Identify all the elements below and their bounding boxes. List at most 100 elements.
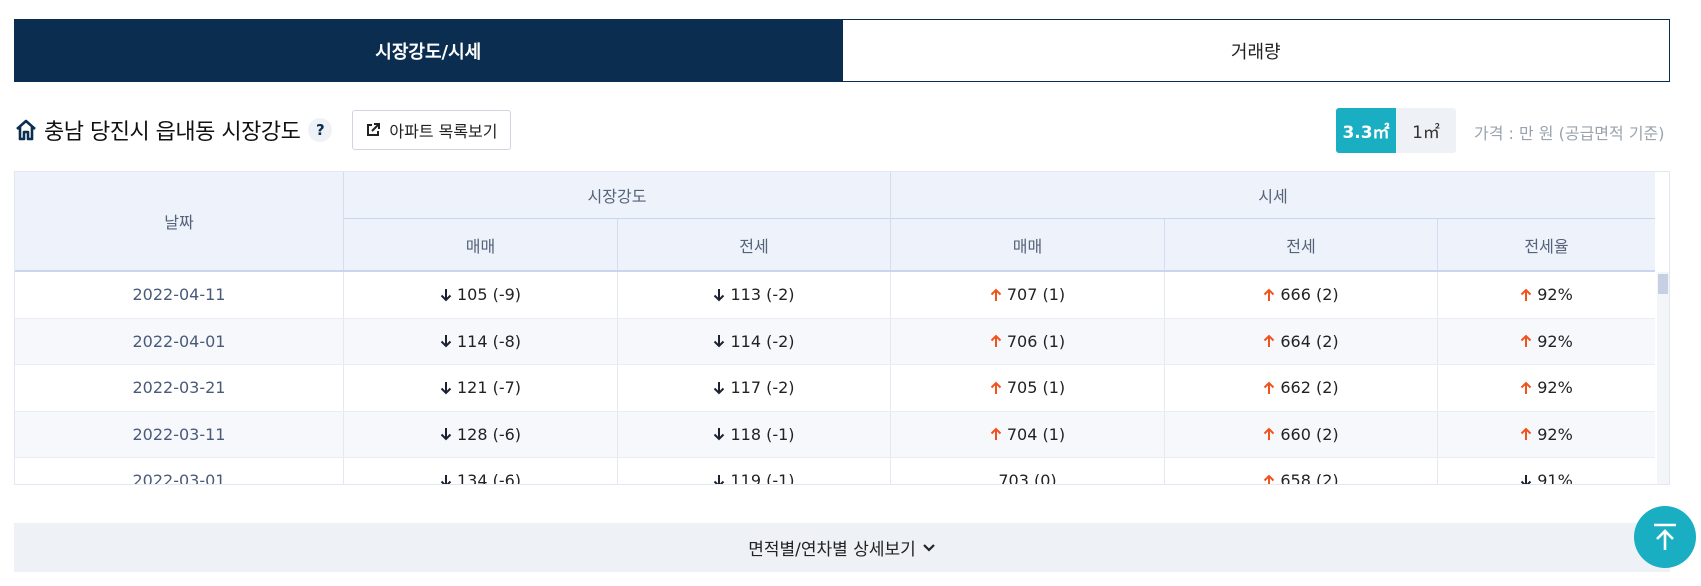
cell-strength-sale-value: 128 (-6) bbox=[456, 424, 522, 444]
arrow-down-icon bbox=[714, 428, 725, 441]
cell-strength-sale-value: 134 (-6) bbox=[456, 471, 522, 485]
cell-date-value: 2022-04-11 bbox=[132, 285, 226, 305]
cell-jeonse-ratio-value: 92% bbox=[1537, 378, 1573, 398]
arrow-down-icon bbox=[440, 288, 452, 302]
home-icon bbox=[16, 119, 36, 141]
price-note: 가격 : 만 원 (공급면적 기준) bbox=[1474, 124, 1665, 143]
table-row: 2022-04-11 105 (-9) 113 (-2) 707 (1) 666 (2)… bbox=[15, 272, 1655, 319]
header-strength-jeonse: 전세 bbox=[617, 219, 890, 270]
table-scroll-thumb[interactable] bbox=[1658, 274, 1668, 294]
table-body: 2022-04-11 105 (-9) 113 (-2) 707 (1) 666 (2)… bbox=[15, 272, 1655, 485]
cell-date-value: 2022-03-21 bbox=[132, 378, 226, 398]
unit-1-button[interactable]: 1㎡ bbox=[1396, 108, 1456, 153]
cell-jeonse-ratio: 92% bbox=[1437, 411, 1655, 457]
table-row: 2022-03-21 121 (-7) 117 (-2) 705 (1) 662 (2)… bbox=[15, 365, 1655, 412]
tab-trade-volume[interactable]: 거래량 bbox=[842, 19, 1670, 82]
arrow-down-icon bbox=[714, 381, 725, 395]
table-header: 날짜 시장강도 시세 매매 전세 매매 전세 전세율 bbox=[15, 172, 1655, 272]
scroll-top-button[interactable] bbox=[1634, 506, 1696, 568]
cell-strength-sale: 114 (-8) bbox=[343, 318, 617, 364]
scroll-top-icon bbox=[1654, 523, 1676, 550]
page-title: 충남 당진시 읍내동 시장강도 bbox=[44, 120, 301, 145]
arrow-up-icon bbox=[1521, 427, 1532, 441]
cell-price-sale: 703 (0) bbox=[890, 458, 1164, 485]
detail-view-button[interactable]: 면적별/연차별 상세보기 bbox=[14, 523, 1670, 572]
table-scrollbar[interactable] bbox=[1657, 272, 1669, 484]
cell-strength-jeonse: 114 (-2) bbox=[617, 318, 890, 364]
cell-jeonse-ratio: 92% bbox=[1437, 318, 1655, 364]
cell-price-sale-value: 704 (1) bbox=[1006, 424, 1066, 444]
cell-date: 2022-03-01 bbox=[15, 458, 343, 485]
arrow-down-icon bbox=[1521, 474, 1532, 484]
cell-strength-jeonse-value: 114 (-2) bbox=[730, 331, 795, 351]
cell-strength-sale-value: 105 (-9) bbox=[456, 285, 522, 305]
cell-strength-sale: 105 (-9) bbox=[343, 272, 617, 318]
cell-price-jeonse-value: 660 (2) bbox=[1280, 424, 1339, 444]
tab-bar: 시장강도/시세 거래량 bbox=[14, 19, 1670, 82]
arrow-down-icon bbox=[440, 428, 452, 441]
cell-jeonse-ratio-value: 91% bbox=[1537, 471, 1573, 485]
cell-strength-jeonse-value: 119 (-1) bbox=[730, 471, 795, 485]
arrow-up-icon bbox=[1521, 381, 1532, 394]
cell-jeonse-ratio: 91% bbox=[1437, 458, 1655, 485]
header-price: 시세 bbox=[890, 172, 1655, 219]
cell-price-jeonse-value: 666 (2) bbox=[1280, 285, 1339, 305]
unit-toggle: 3.3㎡ 1㎡ bbox=[1336, 108, 1456, 153]
arrow-down-icon bbox=[714, 288, 725, 302]
cell-strength-sale: 134 (-6) bbox=[343, 458, 617, 485]
arrow-up-icon bbox=[990, 427, 1002, 441]
arrow-up-icon bbox=[990, 334, 1002, 348]
cell-price-sale: 705 (1) bbox=[890, 365, 1164, 411]
cell-jeonse-ratio-value: 92% bbox=[1537, 285, 1573, 305]
cell-price-sale-value: 703 (0) bbox=[998, 471, 1057, 485]
cell-price-sale-value: 706 (1) bbox=[1006, 331, 1066, 351]
cell-strength-jeonse: 119 (-1) bbox=[617, 458, 890, 485]
cell-jeonse-ratio: 92% bbox=[1437, 365, 1655, 411]
cell-jeonse-ratio-value: 92% bbox=[1537, 424, 1573, 444]
arrow-down-icon bbox=[714, 474, 725, 484]
arrow-up-icon bbox=[1264, 427, 1275, 441]
cell-date: 2022-03-21 bbox=[15, 365, 343, 411]
cell-strength-sale: 121 (-7) bbox=[343, 365, 617, 411]
section-header: 충남 당진시 읍내동 시장강도 ? 아파트 목록보기 bbox=[14, 110, 511, 150]
cell-price-sale: 707 (1) bbox=[890, 272, 1164, 318]
detail-view-label: 면적별/연차별 상세보기 bbox=[748, 540, 916, 560]
arrow-up-icon bbox=[1264, 334, 1275, 348]
arrow-up-icon bbox=[990, 288, 1002, 301]
cell-price-sale-value: 707 (1) bbox=[1006, 285, 1066, 305]
help-icon[interactable]: ? bbox=[308, 118, 333, 142]
unit-3-3-button[interactable]: 3.3㎡ bbox=[1336, 108, 1396, 153]
tab-market-strength-price[interactable]: 시장강도/시세 bbox=[14, 19, 843, 82]
cell-date-value: 2022-03-01 bbox=[132, 471, 226, 485]
cell-date: 2022-04-01 bbox=[15, 319, 343, 365]
header-jeonse-ratio: 전세율 bbox=[1437, 219, 1655, 270]
cell-strength-sale-value: 121 (-7) bbox=[456, 378, 522, 398]
arrow-down-icon bbox=[440, 335, 452, 348]
cell-price-jeonse: 660 (2) bbox=[1164, 411, 1437, 457]
arrow-up-icon bbox=[1521, 288, 1532, 301]
cell-strength-jeonse-value: 113 (-2) bbox=[730, 285, 795, 305]
arrow-down-icon bbox=[714, 335, 725, 348]
cell-price-jeonse: 662 (2) bbox=[1164, 365, 1437, 411]
cell-strength-jeonse: 117 (-2) bbox=[617, 365, 890, 411]
header-price-sale: 매매 bbox=[890, 219, 1164, 270]
cell-date-value: 2022-04-01 bbox=[132, 331, 226, 351]
cell-strength-jeonse-value: 118 (-1) bbox=[730, 424, 795, 444]
cell-price-jeonse-value: 662 (2) bbox=[1280, 378, 1339, 398]
cell-strength-jeonse-value: 117 (-2) bbox=[730, 378, 795, 398]
table-row: 2022-03-01 134 (-6) 119 (-1) 703 (0) 658 (2)… bbox=[15, 458, 1655, 485]
arrow-up-icon bbox=[1264, 288, 1275, 301]
arrow-up-icon bbox=[990, 381, 1002, 394]
arrow-up-icon bbox=[1264, 381, 1275, 394]
chevron-down-icon bbox=[922, 543, 935, 552]
apartment-list-button[interactable]: 아파트 목록보기 bbox=[352, 110, 511, 150]
arrow-up-icon bbox=[1264, 474, 1275, 484]
header-date: 날짜 bbox=[164, 213, 194, 232]
header-market-strength: 시장강도 bbox=[343, 172, 890, 219]
header-price-jeonse: 전세 bbox=[1164, 219, 1437, 270]
arrow-up-icon bbox=[1521, 334, 1532, 348]
cell-date: 2022-03-11 bbox=[15, 412, 343, 458]
apartment-list-label: 아파트 목록보기 bbox=[389, 122, 498, 141]
cell-price-sale: 706 (1) bbox=[890, 318, 1164, 364]
cell-price-jeonse-value: 658 (2) bbox=[1280, 471, 1339, 485]
